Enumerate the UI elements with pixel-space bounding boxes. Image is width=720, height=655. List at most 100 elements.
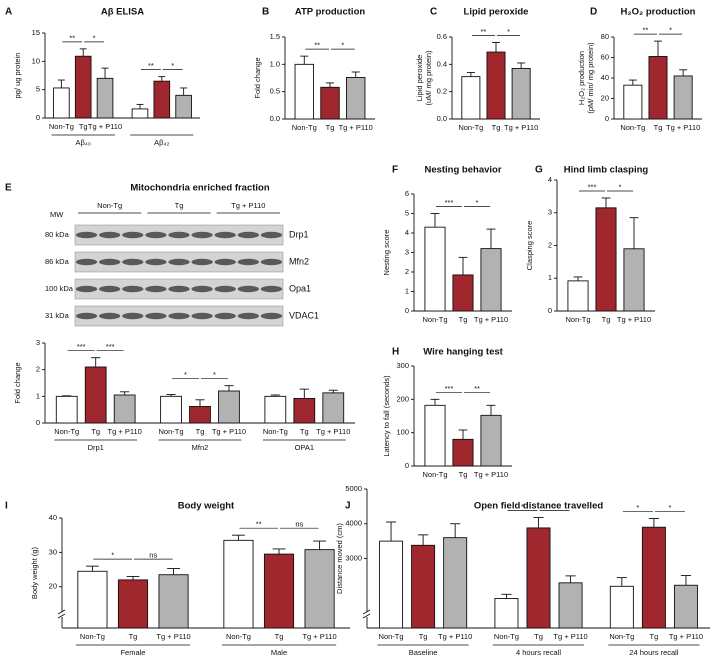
y-tick-label: 5000 xyxy=(345,484,362,493)
y-tick-label: 1.0 xyxy=(270,59,280,68)
bar xyxy=(673,75,693,120)
x-tick-label: Tg + P110 xyxy=(504,123,538,132)
bar xyxy=(304,549,335,629)
mw-marker: 31 kDa xyxy=(45,311,70,320)
protein-label: Drp1 xyxy=(289,229,309,239)
significance-label: * xyxy=(669,26,672,35)
y-axis-label: Fold change xyxy=(13,362,22,403)
x-tick-label: Tg xyxy=(91,427,100,436)
blot-band xyxy=(237,285,259,293)
x-tick-label: Tg + P110 xyxy=(553,632,587,641)
y-tick-label: 5 xyxy=(36,85,40,94)
blot-band xyxy=(260,231,283,239)
bar xyxy=(379,540,404,629)
y-axis-label: Nesting score xyxy=(382,230,391,276)
y-tick-label: 80 xyxy=(601,32,609,41)
panel-letter: F xyxy=(392,165,398,176)
significance-label: *** xyxy=(106,342,115,351)
group-label: Drp1 xyxy=(88,443,104,452)
significance-label: * xyxy=(184,370,187,379)
bar xyxy=(443,537,468,629)
bar xyxy=(77,570,108,629)
group-label: Aβ₄₂ xyxy=(154,138,169,147)
y-tick-label: 1 xyxy=(548,273,552,282)
significance-label: * xyxy=(507,27,510,36)
blot-band xyxy=(75,312,98,320)
x-tick-label: Tg xyxy=(419,632,428,641)
x-tick-label: Tg xyxy=(650,632,659,641)
y-tick-label: 4 xyxy=(405,228,409,237)
axis-break-gap xyxy=(363,612,371,617)
blot-band xyxy=(191,312,213,320)
bar xyxy=(322,392,345,424)
y-tick-label: 4000 xyxy=(345,519,362,528)
x-tick-label: Non-Tg xyxy=(263,427,288,436)
y-tick-label: 1 xyxy=(405,286,409,295)
group-label: Baseline xyxy=(409,648,438,655)
lane-label: Tg xyxy=(175,201,184,210)
x-tick-label: Non-Tg xyxy=(49,122,74,131)
bar xyxy=(346,77,366,120)
y-tick-label: 3 xyxy=(36,338,40,347)
bar xyxy=(175,94,192,119)
bar xyxy=(461,76,481,120)
bar xyxy=(189,406,211,424)
bar xyxy=(53,87,70,119)
blot-band xyxy=(260,285,283,293)
significance-label: * xyxy=(619,182,622,191)
blot-band xyxy=(237,231,259,239)
bar xyxy=(263,553,295,629)
mw-marker: 86 kDa xyxy=(45,257,70,266)
protein-label: Opa1 xyxy=(289,283,311,293)
bar xyxy=(480,414,502,467)
y-tick-label: 2 xyxy=(36,365,40,374)
significance-label: * xyxy=(111,551,114,560)
x-tick-label: Non-Tg xyxy=(565,315,590,324)
blot-band xyxy=(168,285,190,293)
bar xyxy=(84,366,107,424)
blot-band xyxy=(214,231,236,239)
bar xyxy=(218,390,240,424)
blot-band xyxy=(122,312,144,320)
bar xyxy=(648,56,668,120)
bar xyxy=(623,248,645,312)
significance-label: ** xyxy=(481,27,487,36)
bar xyxy=(480,248,502,312)
y-axis-label: Clasping score xyxy=(525,221,534,271)
panel-letter: A xyxy=(5,7,12,18)
significance-label: *** xyxy=(445,384,454,393)
significance-label: *** xyxy=(77,342,86,351)
panel-letter: G xyxy=(535,165,543,176)
mw-marker: 100 kDa xyxy=(45,284,74,293)
chart-title: ATP production xyxy=(295,7,366,18)
x-tick-label: Tg + P110 xyxy=(669,632,703,641)
blot-band xyxy=(214,285,236,293)
panel-letter: I xyxy=(5,501,8,512)
significance-label: ns xyxy=(149,551,157,560)
bar xyxy=(486,51,506,120)
axis-break xyxy=(362,613,371,619)
blot-title: Mitochondria enriched fraction xyxy=(130,183,270,194)
x-tick-label: Tg + P110 xyxy=(666,123,700,132)
axis-break xyxy=(362,609,371,615)
blot-band xyxy=(168,231,190,239)
x-tick-label: Tg xyxy=(275,632,284,641)
x-tick-label: Non-Tg xyxy=(226,632,251,641)
bar xyxy=(160,395,182,424)
group-label: Male xyxy=(271,648,287,655)
blot-band xyxy=(122,285,144,293)
bar xyxy=(264,395,287,424)
group-label: OPA1 xyxy=(295,443,314,452)
bar xyxy=(113,394,136,424)
blot-band xyxy=(145,258,167,266)
significance-label: * xyxy=(636,503,639,512)
x-tick-label: Tg + P110 xyxy=(474,315,508,324)
significance-label: * xyxy=(341,41,344,50)
bar xyxy=(320,86,340,120)
blot-band xyxy=(145,231,167,239)
x-tick-label: Tg + P110 xyxy=(302,632,336,641)
y-tick-label: 0 xyxy=(36,418,40,427)
significance-label: * xyxy=(553,502,556,511)
bar xyxy=(567,280,589,312)
y-tick-label: 0.5 xyxy=(270,87,280,96)
